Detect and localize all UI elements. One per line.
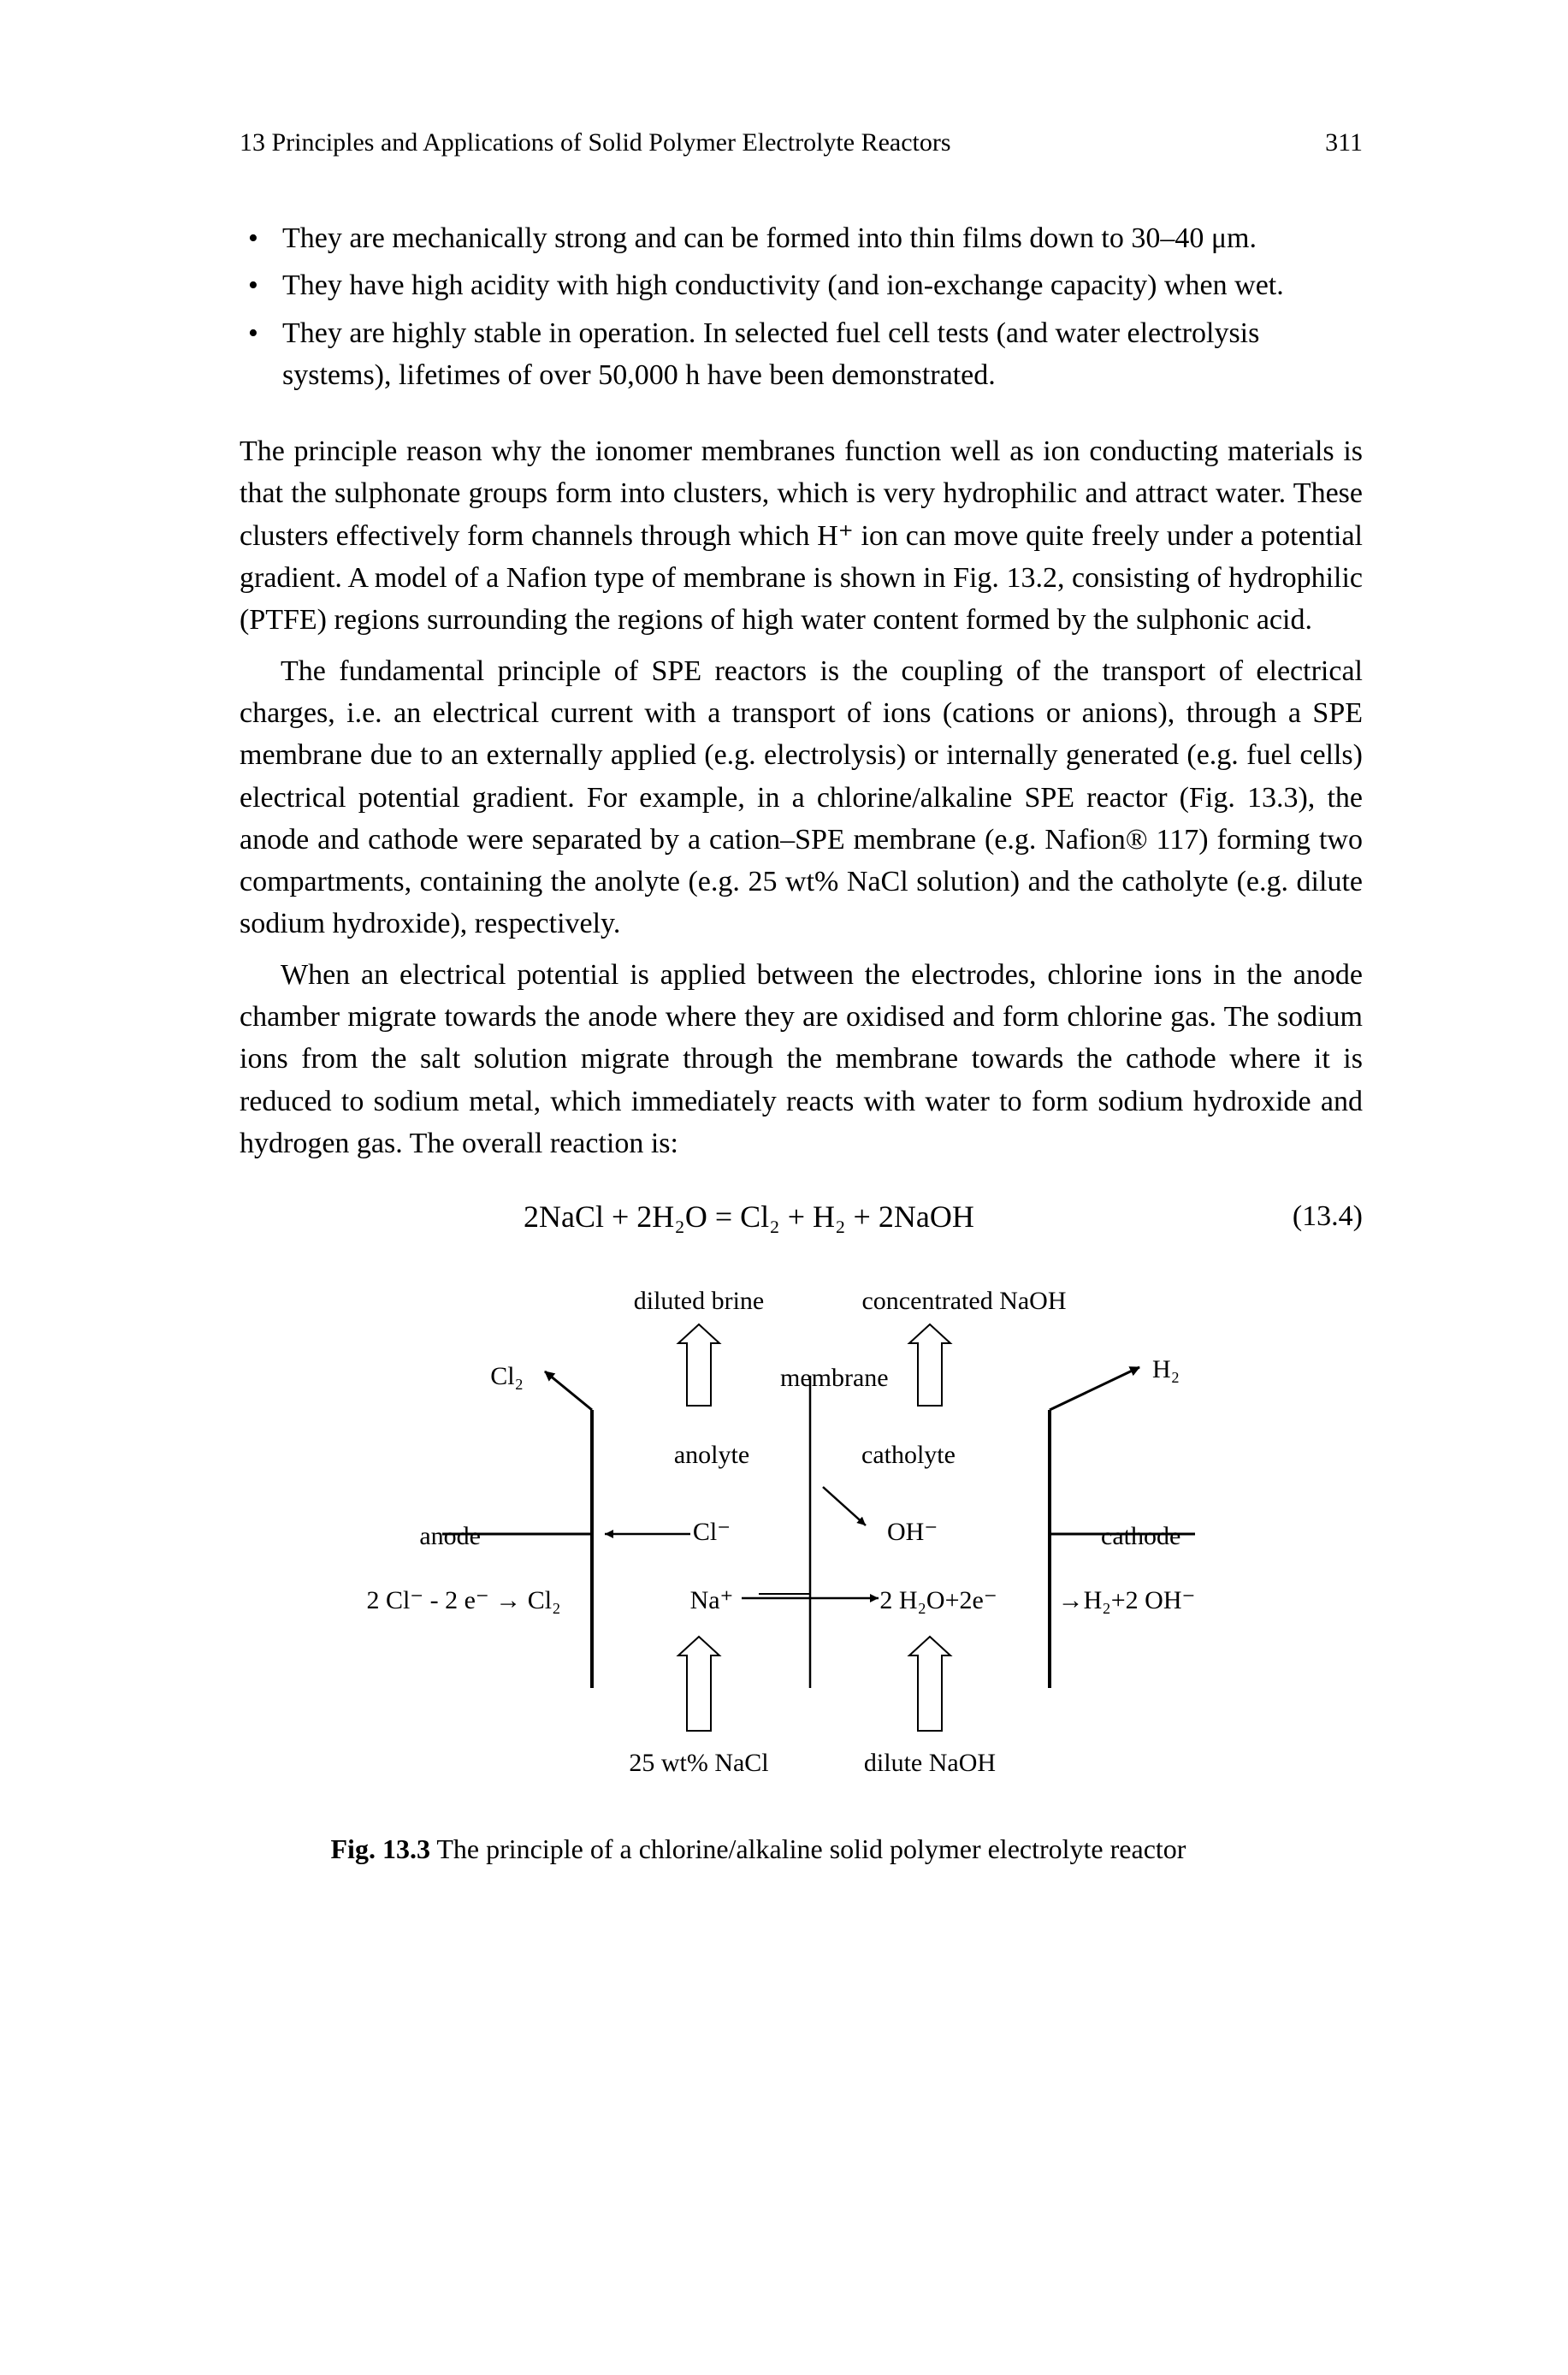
bullet-item: They have high acidity with high conduct… [240,264,1363,306]
figure-caption-lead: Fig. 13.3 [331,1833,430,1864]
svg-text:diluted brine: diluted brine [633,1287,763,1315]
svg-text:concentrated NaOH: concentrated NaOH [861,1287,1066,1315]
svg-text:anolyte: anolyte [673,1441,748,1469]
svg-text:25 wt% NaCl: 25 wt% NaCl [629,1749,768,1777]
running-head: 13 Principles and Applications of Solid … [240,128,1363,157]
paragraph-3: When an electrical potential is applied … [240,954,1363,1164]
chapter-title: 13 Principles and Applications of Solid … [240,128,951,157]
svg-text:cathode: cathode [1101,1522,1180,1550]
bullet-list: They are mechanically strong and can be … [240,217,1363,396]
svg-text:H₂: H₂ [1152,1355,1180,1383]
equation-number: (13.4) [1293,1200,1363,1233]
svg-text:membrane: membrane [780,1364,889,1392]
equation: 2NaCl + 2H₂O = Cl₂ + H₂ + 2NaOH [524,1199,974,1235]
figure-13-3: diluted brine concentrated NaOH membrane Cl… [331,1277,1272,1865]
svg-text:Na⁺: Na⁺ [689,1586,733,1614]
svg-text:2 H₂O+2e⁻: 2 H₂O+2e⁻ [879,1586,997,1614]
page-number: 311 [1325,128,1363,157]
svg-text:Cl⁻: Cl⁻ [692,1518,730,1546]
svg-text:Cl₂: Cl₂ [490,1362,524,1390]
svg-text:→H₂+2 OH⁻: →H₂+2 OH⁻ [1057,1586,1195,1614]
figure-caption-text: The principle of a chlorine/alkaline sol… [430,1833,1186,1864]
figure-svg: diluted brine concentrated NaOH membrane Cl… [331,1277,1272,1808]
page: 13 Principles and Applications of Solid … [0,0,1568,2375]
equation-row: 2NaCl + 2H₂O = Cl₂ + H₂ + 2NaOH (13.4) [240,1199,1363,1235]
svg-text:catholyte: catholyte [861,1441,956,1469]
svg-text:anode: anode [419,1522,481,1550]
bullet-item: They are mechanically strong and can be … [240,217,1363,259]
figure-caption: Fig. 13.3 The principle of a chlorine/al… [331,1833,1272,1865]
paragraph-2: The fundamental principle of SPE reactor… [240,650,1363,945]
svg-text:2 Cl⁻ - 2 e⁻ → Cl₂: 2 Cl⁻ - 2 e⁻ → Cl₂ [366,1586,560,1614]
svg-text:dilute NaOH: dilute NaOH [863,1749,995,1777]
paragraph-1: The principle reason why the ionomer mem… [240,430,1363,641]
svg-text:OH⁻: OH⁻ [887,1518,938,1546]
bullet-item: They are highly stable in operation. In … [240,312,1363,397]
